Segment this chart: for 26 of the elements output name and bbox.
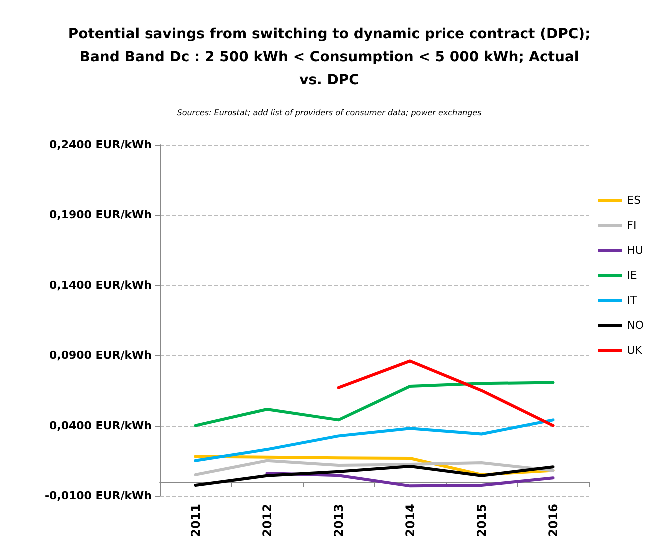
chart-subtitle: Sources: Eurostat; add list of providers of consumer data; power exchanges <box>177 108 482 118</box>
legend-label: HU <box>627 244 644 257</box>
x-tick-label: 2012 <box>260 504 274 538</box>
legend-label: FI <box>627 219 637 232</box>
y-tick-label: 0,0400 EUR/kWh <box>50 419 152 432</box>
legend-label: NO <box>627 319 644 332</box>
line-series <box>194 381 555 428</box>
y-tick-label: 0,2400 EUR/kWh <box>50 138 152 152</box>
legend-label: IE <box>627 269 638 282</box>
line-series <box>337 360 555 428</box>
x-tick-label: 2014 <box>403 504 418 538</box>
legend-label: IT <box>627 294 638 307</box>
y-tick-label: 0,1900 EUR/kWh <box>50 208 152 222</box>
y-tick-label: 0,0900 EUR/kWh <box>50 349 152 362</box>
chart-title: Potential savings from switching to dynamic price contract (DPC); Band Band Dc : 2 500 kWh < Consumption < 5 000 kWh; Actual vs. DPC <box>68 26 591 88</box>
x-tick-label: 2016 <box>546 504 560 538</box>
x-tick-label: 2013 <box>332 504 346 538</box>
x-tick-label: 2011 <box>188 504 203 538</box>
y-tick-label: 0,1400 EUR/kWh <box>50 278 152 292</box>
legend-label: ES <box>627 194 642 207</box>
line-series <box>194 465 555 487</box>
line-series <box>194 459 555 476</box>
y-tick-label: -0,0100 EUR/kWh <box>44 490 152 502</box>
line-series <box>194 418 555 462</box>
x-tick-label: 2015 <box>474 504 489 538</box>
legend-label: UK <box>627 344 644 357</box>
